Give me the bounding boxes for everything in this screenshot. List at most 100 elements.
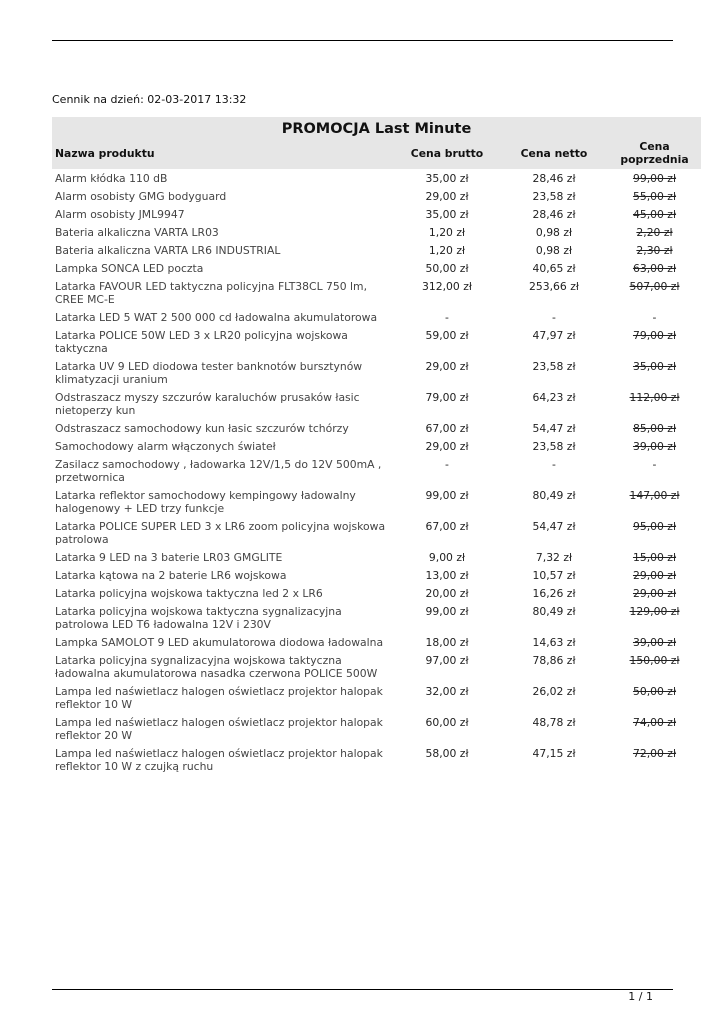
net-price: 253,66 zł [529,279,579,293]
net-price: 54,47 zł [532,421,576,435]
table-row: Latarka POLICE SUPER LED 3 x LR6 zoom po… [52,517,701,548]
previous-price: - [652,457,657,471]
gross-price: 32,00 zł [425,684,469,698]
net-price: 16,26 zł [532,586,576,600]
table-row: Odstraszacz myszy szczurów karaluchów pr… [52,388,701,419]
gross-price: 99,00 zł [425,488,469,502]
gross-price: 312,00 zł [422,279,472,293]
price-table: PROMOCJA Last Minute Nazwa produktu Cena… [52,117,702,775]
net-price: 28,46 zł [532,207,576,221]
previous-price: 95,00 zł [632,519,677,533]
net-price: 23,58 zł [532,359,576,373]
table-row: Latarka policyjna wojskowa taktyczna led… [52,584,701,602]
gross-price: 18,00 zł [425,635,469,649]
table-row: Latarka policyjna wojskowa taktyczna syg… [52,602,701,633]
table-title: PROMOCJA Last Minute [281,121,472,137]
gross-price: 58,00 zł [425,746,469,760]
previous-price: 79,00 zł [632,328,677,342]
net-price: 47,15 zł [532,746,576,760]
previous-price: 85,00 zł [632,421,677,435]
product-name: Latarka policyjna wojskowa taktyczna syg… [55,604,342,631]
previous-price: 129,00 zł [629,604,680,618]
net-price: 80,49 zł [532,488,576,502]
gross-price: 13,00 zł [425,568,469,582]
previous-price: 507,00 zł [629,279,680,293]
table-row: Alarm osobisty GMG bodyguard 29,00 zł 23,5… [52,187,701,205]
gross-price: 59,00 zł [425,328,469,342]
product-name: Latarka kątowa na 2 baterie LR6 wojskowa [55,568,287,582]
bottom-divider [52,989,673,990]
table-row: Lampa led naświetlacz halogen oświetlacz… [52,682,701,713]
product-name: Latarka FAVOUR LED taktyczna policyjna F… [55,279,368,306]
product-name: Latarka UV 9 LED diodowa tester banknotó… [55,359,363,386]
net-price: 10,57 zł [532,568,576,582]
product-name: Lampa led naświetlacz halogen oświetlacz… [55,746,383,773]
net-price: 47,97 zł [532,328,576,342]
previous-price: 55,00 zł [632,189,677,203]
table-row: Latarka LED 5 WAT 2 500 000 cd ładowalna… [52,308,701,326]
previous-price: 99,00 zł [632,171,677,185]
net-price: 0,98 zł [535,225,573,239]
net-price: 78,86 zł [532,653,576,667]
previous-price: 112,00 zł [629,390,680,404]
table-row: Latarka FAVOUR LED taktyczna policyjna F… [52,277,701,308]
gross-price: 29,00 zł [425,359,469,373]
previous-price: 15,00 zł [632,550,677,564]
column-header-previous-price: Cena poprzednia [620,140,689,166]
product-name: Latarka LED 5 WAT 2 500 000 cd ładowalna… [55,310,378,324]
previous-price: 39,00 zł [632,439,677,453]
table-row: Latarka UV 9 LED diodowa tester banknotó… [52,357,701,388]
previous-price: 50,00 zł [632,684,677,698]
column-header-gross-price: Cena brutto [410,146,484,160]
product-name: Zasilacz samochodowy , ładowarka 12V/1,5… [55,457,382,484]
gross-price: 50,00 zł [425,261,469,275]
table-row: Latarka kątowa na 2 baterie LR6 wojskowa… [52,566,701,584]
net-price: 54,47 zł [532,519,576,533]
previous-price: 29,00 zł [632,568,677,582]
previous-price: 72,00 zł [632,746,677,760]
gross-price: - [445,457,449,471]
product-name: Alarm osobisty JML9947 [55,207,185,221]
gross-price: 29,00 zł [425,189,469,203]
product-name: Alarm osobisty GMG bodyguard [55,189,227,203]
product-name: Latarka policyjna sygnalizacyjna wojskow… [55,653,378,680]
column-header-name: Nazwa produktu [55,146,155,160]
table-row: Lampka SAMOLOT 9 LED akumulatorowa diodo… [52,633,701,651]
table-row: Odstraszacz samochodowy kun łasic szczur… [52,419,701,437]
product-name: Odstraszacz samochodowy kun łasic szczur… [55,421,349,435]
table-row: Samochodowy alarm włączonych świateł 29,0… [52,437,701,455]
price-list-date: Cennik na dzień: 02-03-2017 13:32 [52,93,247,106]
previous-price: 74,00 zł [632,715,677,729]
table-row: Bateria alkaliczna VARTA LR03 1,20 zł 0,98… [52,223,701,241]
gross-price: 67,00 zł [425,519,469,533]
table-row: Lampka SONCA LED poczta 50,00 zł 40,65 zł 6… [52,259,701,277]
net-price: 0,98 zł [535,243,573,257]
previous-price: 147,00 zł [629,488,680,502]
net-price: - [552,457,556,471]
net-price: 14,63 zł [532,635,576,649]
top-divider [52,40,673,41]
previous-price: 45,00 zł [632,207,677,221]
net-price: 80,49 zł [532,604,576,618]
net-price: 26,02 zł [532,684,576,698]
gross-price: 67,00 zł [425,421,469,435]
gross-price: 1,20 zł [428,243,466,257]
column-header-net-price: Cena netto [520,146,588,160]
product-name: Odstraszacz myszy szczurów karaluchów pr… [55,390,360,417]
product-name: Latarka POLICE 50W LED 3 x LR20 policyjn… [55,328,348,355]
gross-price: 1,20 zł [428,225,466,239]
page-number: 1 / 1 [628,990,653,1003]
net-price: 64,23 zł [532,390,576,404]
previous-price: 39,00 zł [632,635,677,649]
table-row: Lampa led naświetlacz halogen oświetlacz… [52,713,701,744]
gross-price: 79,00 zł [425,390,469,404]
net-price: - [552,310,556,324]
table-row: Latarka 9 LED na 3 baterie LR03 GMGLITE 9… [52,548,701,566]
gross-price: 60,00 zł [425,715,469,729]
table-row: Alarm kłódka 110 dB 35,00 zł 28,46 zł 99,00… [52,169,701,187]
previous-price: 2,30 zł [636,243,673,257]
product-name: Lampka SAMOLOT 9 LED akumulatorowa diodo… [55,635,384,649]
gross-price: 29,00 zł [425,439,469,453]
gross-price: 35,00 zł [425,207,469,221]
table-row: Latarka policyjna sygnalizacyjna wojskow… [52,651,701,682]
